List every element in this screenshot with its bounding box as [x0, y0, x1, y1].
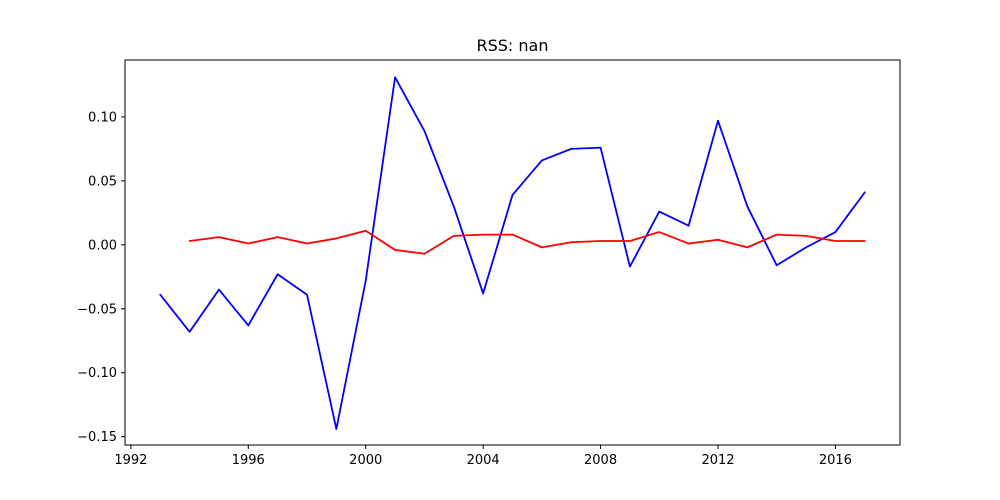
x-tick-label: 1996: [232, 453, 265, 468]
x-tick-label: 2000: [349, 453, 382, 468]
chart-title: RSS: nan: [477, 36, 549, 55]
x-tick-label: 2008: [584, 453, 617, 468]
x-tick-label: 2004: [467, 453, 500, 468]
series-line-red: [188, 229, 866, 255]
y-tick-label: −0.05: [77, 302, 117, 317]
plot-frame: [124, 59, 901, 446]
y-tick-label: 0.10: [88, 110, 117, 125]
series-layer: [159, 76, 866, 430]
x-tick-label: 2012: [701, 453, 734, 468]
plot-area: [125, 60, 900, 445]
axes-layer: 1992 1996 2000 2004 2008 2012 2016 −0.15 −0.10 −0…: [77, 110, 852, 468]
y-tick-label: 0.00: [88, 238, 117, 253]
x-tick-label: 2016: [819, 453, 852, 468]
y-tick-label: 0.05: [88, 174, 117, 189]
x-tick-label: 1992: [114, 453, 147, 468]
y-tick-label: −0.15: [77, 430, 117, 445]
y-tick-label: −0.10: [77, 366, 117, 381]
